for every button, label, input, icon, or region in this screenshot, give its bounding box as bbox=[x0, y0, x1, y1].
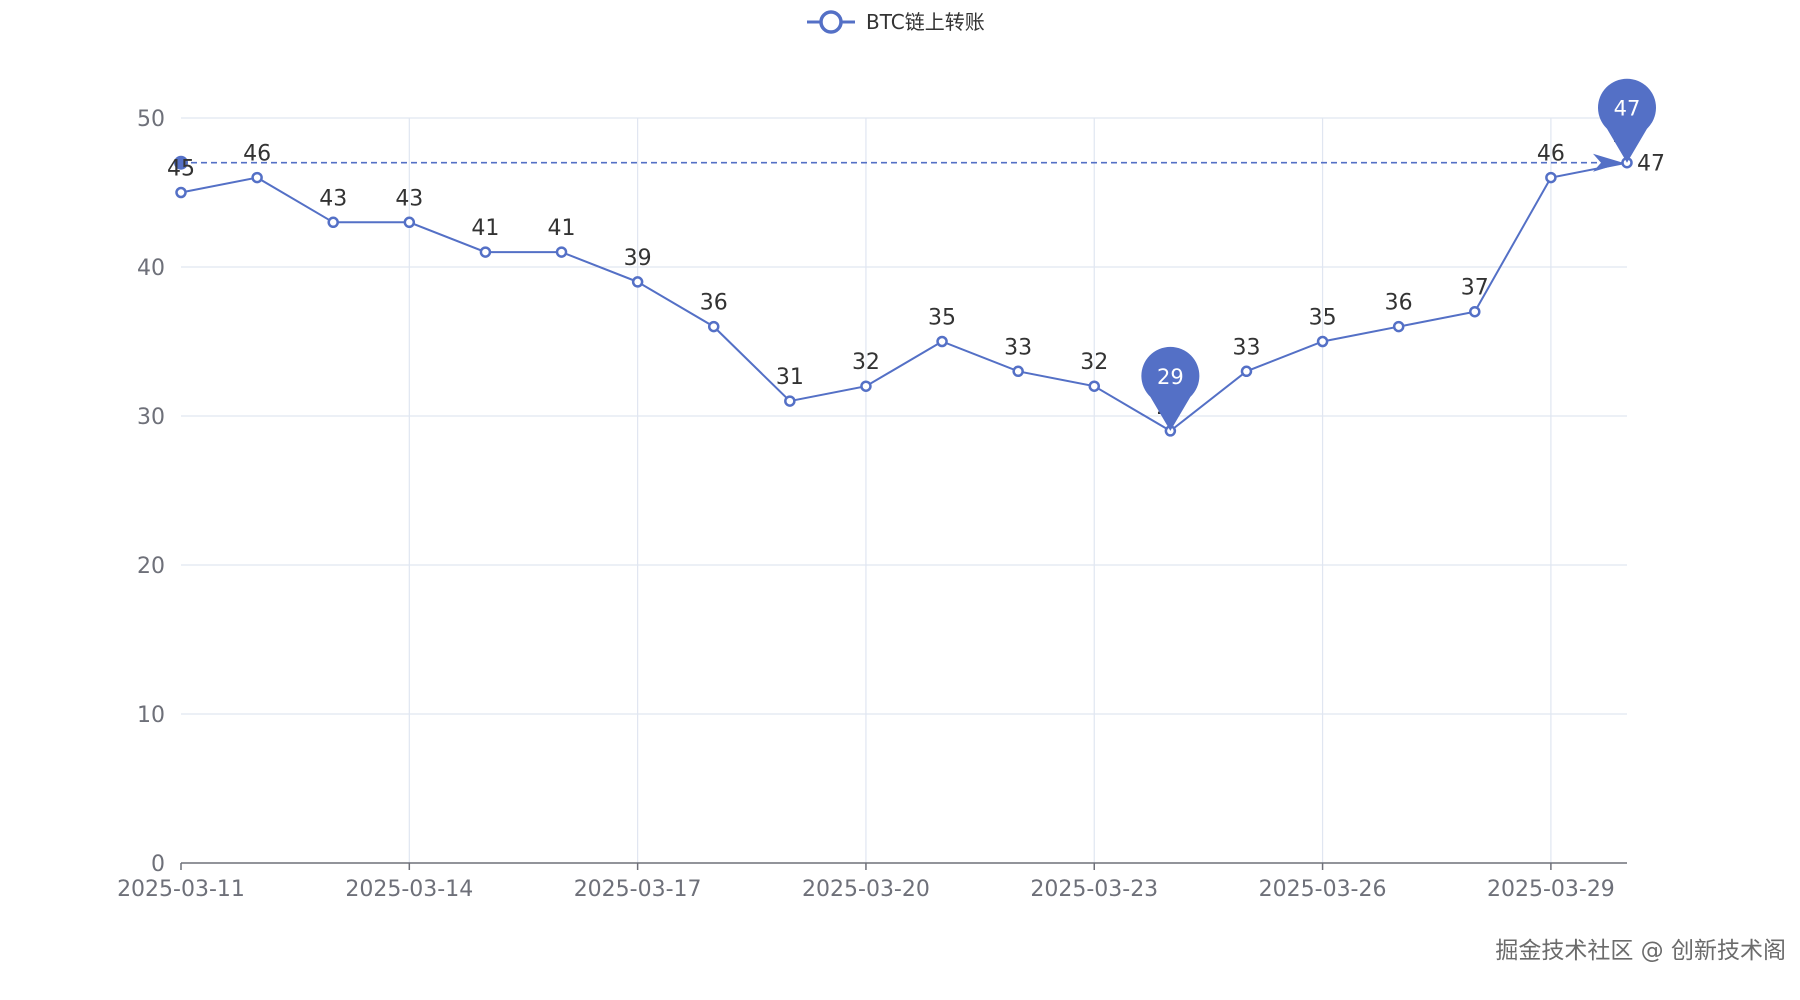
data-label: 46 bbox=[243, 142, 271, 167]
data-label: 41 bbox=[471, 216, 499, 241]
data-point bbox=[479, 246, 492, 258]
y-tick-label: 0 bbox=[151, 852, 165, 877]
y-tick-label: 30 bbox=[137, 405, 165, 430]
x-tick-label: 2025-03-23 bbox=[1030, 877, 1158, 902]
data-point bbox=[175, 186, 187, 199]
data-label: 43 bbox=[395, 186, 423, 211]
y-tick-label: 10 bbox=[137, 703, 165, 728]
data-point bbox=[327, 216, 339, 229]
data-point bbox=[631, 276, 644, 288]
grid-lines bbox=[181, 117, 1627, 863]
data-point bbox=[1240, 365, 1253, 378]
y-tick-label: 50 bbox=[137, 107, 165, 132]
data-label: 46 bbox=[1537, 142, 1565, 167]
data-label: 39 bbox=[624, 246, 652, 271]
series-polyline bbox=[180, 161, 1628, 433]
legend-circle-icon bbox=[819, 10, 843, 34]
data-label: 35 bbox=[928, 306, 956, 331]
min-pin-label: 29 bbox=[1157, 365, 1184, 389]
min-pin bbox=[1141, 346, 1200, 431]
data-labels: 4546434341413936313235333229333536374647 bbox=[167, 127, 1641, 420]
data-point bbox=[403, 216, 416, 229]
x-tick-label: 2025-03-29 bbox=[1487, 877, 1615, 902]
data-label: 36 bbox=[700, 291, 728, 316]
data-label: 35 bbox=[1309, 306, 1337, 331]
data-point bbox=[1545, 171, 1557, 184]
x-tick-label: 2025-03-20 bbox=[802, 877, 930, 902]
x-tick-label: 2025-03-26 bbox=[1259, 877, 1387, 902]
data-label: 41 bbox=[548, 216, 576, 241]
data-label: 33 bbox=[1004, 335, 1032, 360]
series-line bbox=[175, 156, 1633, 437]
watermark: 掘金技术社区 @ 创新技术阁 bbox=[1495, 938, 1786, 964]
data-point bbox=[860, 380, 872, 392]
max-pin bbox=[1598, 78, 1656, 163]
mark-line-label: 47 bbox=[1637, 152, 1665, 177]
mark-line: 47 bbox=[174, 152, 1665, 177]
data-point bbox=[1469, 305, 1481, 318]
data-point bbox=[936, 335, 948, 348]
data-label: 43 bbox=[319, 186, 347, 211]
data-label: 45 bbox=[167, 157, 195, 182]
x-tick-label: 2025-03-17 bbox=[574, 877, 702, 902]
data-point bbox=[707, 320, 720, 333]
data-point bbox=[555, 246, 568, 258]
data-label: 33 bbox=[1232, 335, 1260, 360]
data-label: 32 bbox=[852, 350, 880, 375]
x-tick-label: 2025-03-11 bbox=[117, 877, 245, 902]
data-point bbox=[1392, 320, 1405, 333]
data-label: 37 bbox=[1461, 276, 1489, 301]
legend-label: BTC链上转账 bbox=[866, 10, 985, 34]
data-label: 32 bbox=[1080, 350, 1108, 375]
y-tick-label: 40 bbox=[137, 256, 165, 281]
data-point bbox=[1012, 365, 1024, 378]
data-point bbox=[251, 171, 263, 184]
data-label: 36 bbox=[1385, 291, 1413, 316]
data-point bbox=[1088, 380, 1101, 392]
y-tick-label: 20 bbox=[137, 554, 165, 579]
data-point bbox=[784, 395, 796, 407]
x-tick-label: 2025-03-14 bbox=[345, 877, 473, 902]
mark-points: 47 29 bbox=[1141, 78, 1656, 431]
axes: 0 10 20 30 40 50 2025-03-11 2025-03-14 2025-03-1… bbox=[117, 107, 1627, 902]
max-pin-label: 47 bbox=[1614, 97, 1641, 121]
legend[interactable]: BTC链上转账 bbox=[807, 10, 985, 34]
data-point bbox=[1316, 335, 1329, 348]
data-label: 31 bbox=[776, 365, 804, 390]
